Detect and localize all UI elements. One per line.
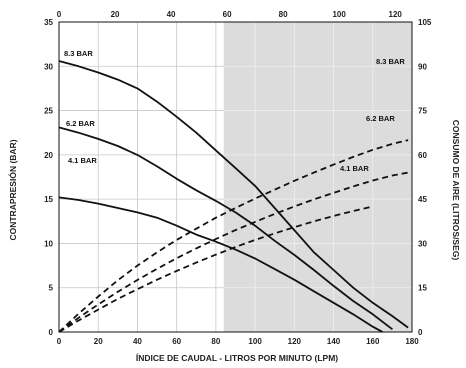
y-tick-label: 30 (44, 62, 53, 71)
x-tick-label: 180 (405, 337, 419, 346)
x2-tick-label: 120 (389, 10, 403, 19)
curves (58, 60, 409, 333)
x-tick-label: 160 (366, 337, 380, 346)
x-tick-label: 60 (172, 337, 181, 346)
x-tick-label: 140 (327, 337, 341, 346)
series-label-dashed-8-3: 8.3 BAR (376, 57, 405, 66)
x-tick-label: 80 (211, 337, 220, 346)
x-tick-label: 0 (57, 337, 62, 346)
series-label-solid-8-3: 8.3 BAR (64, 49, 93, 58)
series-label-solid-6-2: 6.2 BAR (66, 119, 95, 128)
x-tick-label: 120 (288, 337, 302, 346)
y-tick-label: 15 (44, 195, 53, 204)
y-tick-label: 5 (49, 284, 54, 293)
series-line-solid-2 (58, 196, 384, 333)
y2-tick-label: 75 (418, 107, 427, 116)
series-line-dashed-4 (58, 171, 409, 333)
x-axis-title: ÍNDICE DE CAUDAL - LITROS POR MINUTO (LP… (136, 353, 338, 363)
x2-tick-label: 40 (167, 10, 176, 19)
y-axis-title: CONTRAPRESIÓN (BAR) (7, 139, 18, 240)
series-line-dashed-5 (58, 205, 374, 333)
series-line-solid-0 (58, 60, 409, 329)
plot-frame (58, 21, 413, 333)
y2-tick-label: 90 (418, 62, 427, 71)
series-line-solid-1 (58, 126, 393, 331)
y2-tick-label: 45 (418, 195, 427, 204)
x-tick-label: 20 (94, 337, 103, 346)
x2-tick-label: 80 (279, 10, 288, 19)
series-label-solid-4-1: 4.1 BAR (68, 156, 97, 165)
x2-tick-label: 20 (111, 10, 120, 19)
series-line-dashed-3 (58, 139, 409, 333)
y2-tick-label: 60 (418, 151, 427, 160)
y-tick-label: 25 (44, 107, 53, 116)
series-label-dashed-4-1: 4.1 BAR (340, 164, 369, 173)
x2-tick-label: 100 (332, 10, 346, 19)
y-tick-label: 35 (44, 18, 53, 27)
y2-tick-label: 15 (418, 284, 427, 293)
y2-tick-label: 30 (418, 239, 427, 248)
x-tick-label: 40 (133, 337, 142, 346)
y2-tick-label: 105 (418, 18, 432, 27)
y-tick-label: 0 (49, 328, 54, 337)
x2-tick-label: 0 (57, 10, 62, 19)
y-tick-label: 20 (44, 151, 53, 160)
x-tick-label: 100 (248, 337, 262, 346)
x2-tick-label: 60 (223, 10, 232, 19)
y2-tick-label: 0 (418, 328, 423, 337)
y-tick-label: 10 (44, 239, 53, 248)
series-label-dashed-6-2: 6.2 BAR (366, 114, 395, 123)
y2-axis-title: CONSUMO DE AIRE (LITROS/SEG) (451, 120, 461, 261)
